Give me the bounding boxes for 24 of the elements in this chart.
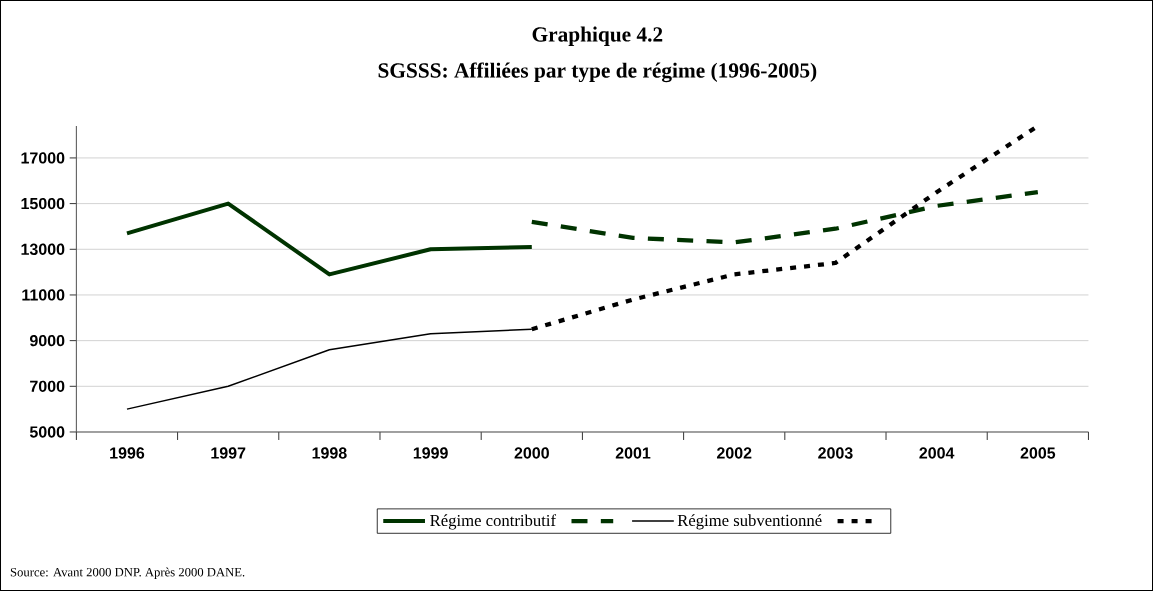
source-note: Source: Avant 2000 DNP. Après 2000 DANE. (10, 567, 245, 580)
x-tick-label: 1996 (110, 447, 145, 459)
y-tick-label: 15000 (21, 197, 65, 210)
x-tick-label: 2000 (514, 447, 549, 459)
chart-subtitle: SGSSS: Affiliées par type de régime (1996-2005) (378, 62, 817, 83)
y-tick-label: 7000 (30, 380, 65, 392)
chart-title: Graphique 4.2 (532, 26, 663, 46)
y-tick-label: 9000 (29, 334, 65, 347)
x-tick-label: 2003 (818, 447, 853, 459)
x-tick-label: 1998 (312, 447, 347, 459)
x-tick-label: 2004 (919, 447, 955, 459)
x-tick-label: 2002 (716, 447, 752, 459)
y-tick-label: 13000 (21, 243, 65, 255)
legend-label: Régime subventionné (677, 514, 822, 530)
line-series (529, 190, 1040, 245)
x-tick-label: 2005 (1020, 447, 1056, 459)
line-series (124, 201, 534, 277)
y-tick-label: 11000 (22, 289, 65, 301)
x-tick-label: 2001 (615, 447, 651, 459)
x-tick-label: 1999 (413, 447, 448, 459)
x-tick-label: 1997 (211, 447, 246, 459)
legend-label: Régime contributif (430, 514, 557, 530)
y-tick-label: 17000 (21, 152, 65, 164)
y-tick-label: 5000 (29, 426, 65, 438)
